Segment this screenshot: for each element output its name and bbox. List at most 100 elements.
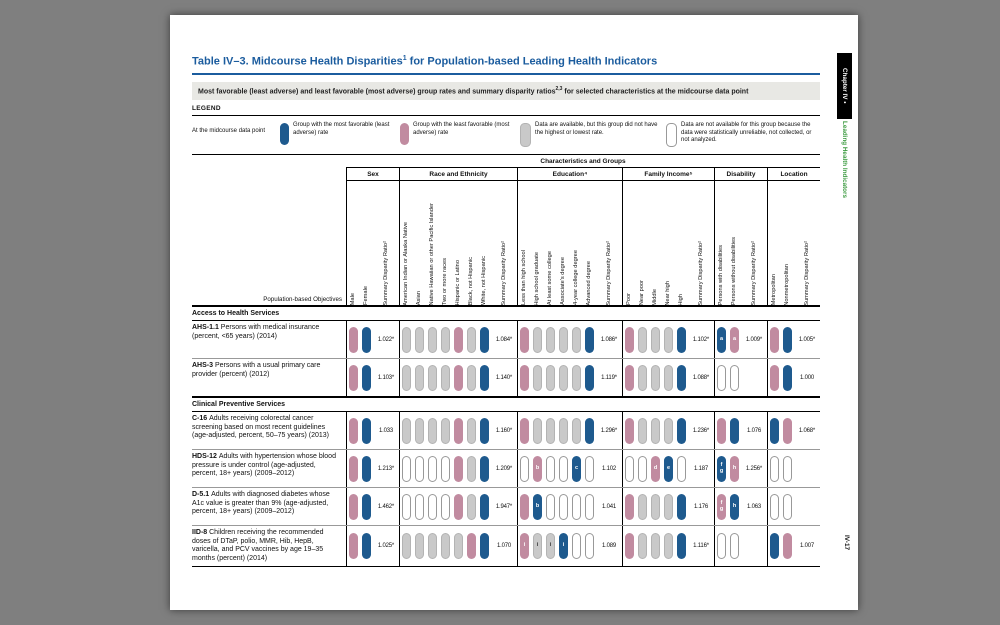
column-header: Summary Disparity Ratio²	[596, 181, 622, 306]
group-header-education: Education⁴	[517, 168, 622, 182]
group-header-income: Family Income⁵	[622, 168, 714, 182]
cells-sex: 1.462*	[346, 488, 399, 526]
document-page: Chapter IV • Leading Health Indicators I…	[170, 15, 858, 610]
pill-cell	[531, 326, 544, 353]
column-header-label: Nonmetropolitan	[784, 263, 791, 306]
pill-cell	[636, 493, 649, 520]
column-header-label: American Indian or Alaska Native	[403, 221, 410, 306]
cell-no-data	[783, 455, 792, 482]
summary-disparity-ratio-value: 1.025*	[377, 543, 395, 550]
cells-location: 1.005*	[767, 321, 820, 359]
cells-race: 1.947*	[399, 488, 517, 526]
pill-cell: i	[518, 533, 531, 560]
cell-data-available	[402, 417, 411, 444]
pill-cell	[728, 364, 741, 391]
pill-cell	[570, 417, 583, 444]
cell-least-favorable: h	[730, 455, 739, 482]
column-header: Asian	[413, 181, 426, 305]
pill-cell	[715, 364, 728, 391]
cell-least-favorable	[625, 417, 634, 444]
objective-label: D-5.1 Adults with diagnosed diabetes who…	[192, 491, 330, 516]
summary-disparity-ratio-value: 1.041	[601, 503, 616, 510]
cell-most-favorable	[677, 326, 686, 353]
summary-disparity-ratio-value: 1.209*	[495, 465, 513, 472]
cell-data-available	[559, 326, 568, 353]
cells-education: i i i i 1.089	[517, 526, 622, 566]
cell-most-favorable	[362, 533, 371, 560]
column-header-label: Near poor	[639, 280, 646, 306]
cells-education: b 1.041	[517, 488, 622, 526]
cell-no-data	[572, 493, 581, 520]
objective-label: IID-8 Children receiving the recommended…	[192, 529, 324, 562]
pill-cell	[583, 493, 596, 520]
cell-data-available	[441, 364, 450, 391]
pill-cell	[675, 493, 688, 520]
cell-most-favorable: c	[572, 455, 581, 482]
cell-least-favorable	[520, 326, 529, 353]
pill-cell	[636, 364, 649, 391]
pill-cell	[675, 417, 688, 444]
pill-cell: a	[728, 326, 741, 353]
cell-data-available	[402, 326, 411, 353]
cell-most-favorable	[480, 417, 489, 444]
pill-footnote-letter: g	[719, 468, 724, 475]
cells-sex: 1.213*	[346, 450, 399, 488]
pill-cell	[675, 533, 688, 560]
pill-cell: c	[570, 455, 583, 482]
pill-cell	[400, 493, 413, 520]
summary-disparity-ratio-value: 1.088*	[692, 374, 710, 381]
cell-no-data	[428, 455, 437, 482]
pill-cell	[439, 364, 452, 391]
cell-no-data	[402, 455, 411, 482]
pill-footnote-letter: b	[535, 503, 540, 510]
pill-cell	[544, 455, 557, 482]
column-header: Near poor	[636, 181, 649, 305]
column-header-label: Summary Disparity Ratio²	[750, 240, 757, 306]
legend-swatch-no-data	[666, 123, 677, 148]
cell-data-available	[415, 533, 424, 560]
cell-data-available	[467, 493, 476, 520]
column-header: Near high	[662, 181, 675, 306]
pill-cell	[623, 533, 636, 560]
cell-least-favorable	[349, 417, 358, 444]
cells-race: 1.084*	[399, 321, 517, 359]
pill-cell	[465, 455, 478, 482]
pill-footnote-letter: f	[720, 499, 723, 506]
cell-data-available	[428, 364, 437, 391]
cell-data-available	[533, 364, 542, 391]
summary-disparity-ratio-value: 1.103*	[377, 374, 395, 381]
summary-disparity-ratio-value: 1.007	[799, 543, 814, 550]
cell-data-available	[664, 493, 673, 520]
cell-no-data	[546, 493, 555, 520]
cell-data-available	[415, 364, 424, 391]
summary-disparity-ratio-value: 1.116*	[693, 543, 709, 550]
cells-sex: 1.025*	[346, 526, 399, 566]
cell-no-data	[585, 533, 594, 560]
cell-data-available	[559, 417, 568, 444]
pill-cell	[518, 493, 531, 520]
cell-no-data	[585, 493, 594, 520]
pill-cell	[531, 364, 544, 391]
pill-cell	[439, 455, 452, 482]
cell-no-data	[783, 493, 792, 520]
cell-most-favorable	[480, 493, 489, 520]
column-header: 4-year college degree	[570, 181, 583, 305]
cell-no-data	[717, 364, 726, 391]
column-header-label: Persons with disabilities	[718, 244, 725, 306]
cells-income: 1.102*	[622, 321, 714, 359]
column-headers-disability: Persons with disabilities Persons without…	[714, 181, 767, 306]
header-span-row: Characteristics and Groups	[192, 155, 820, 169]
cell-data-available	[428, 533, 437, 560]
cell-most-favorable	[480, 364, 489, 391]
pill-cell	[360, 364, 373, 391]
cell-least-favorable: b	[533, 455, 542, 482]
pill-cell	[649, 417, 662, 444]
pill-cell	[570, 493, 583, 520]
chapter-title-vertical: Leading Health Indicators	[837, 121, 852, 198]
cell-no-data	[520, 455, 529, 482]
column-header-label: White, not Hispanic	[481, 256, 488, 306]
legend-item-no-data: Data are not available for this group be…	[666, 122, 812, 148]
pill-cell	[452, 417, 465, 444]
